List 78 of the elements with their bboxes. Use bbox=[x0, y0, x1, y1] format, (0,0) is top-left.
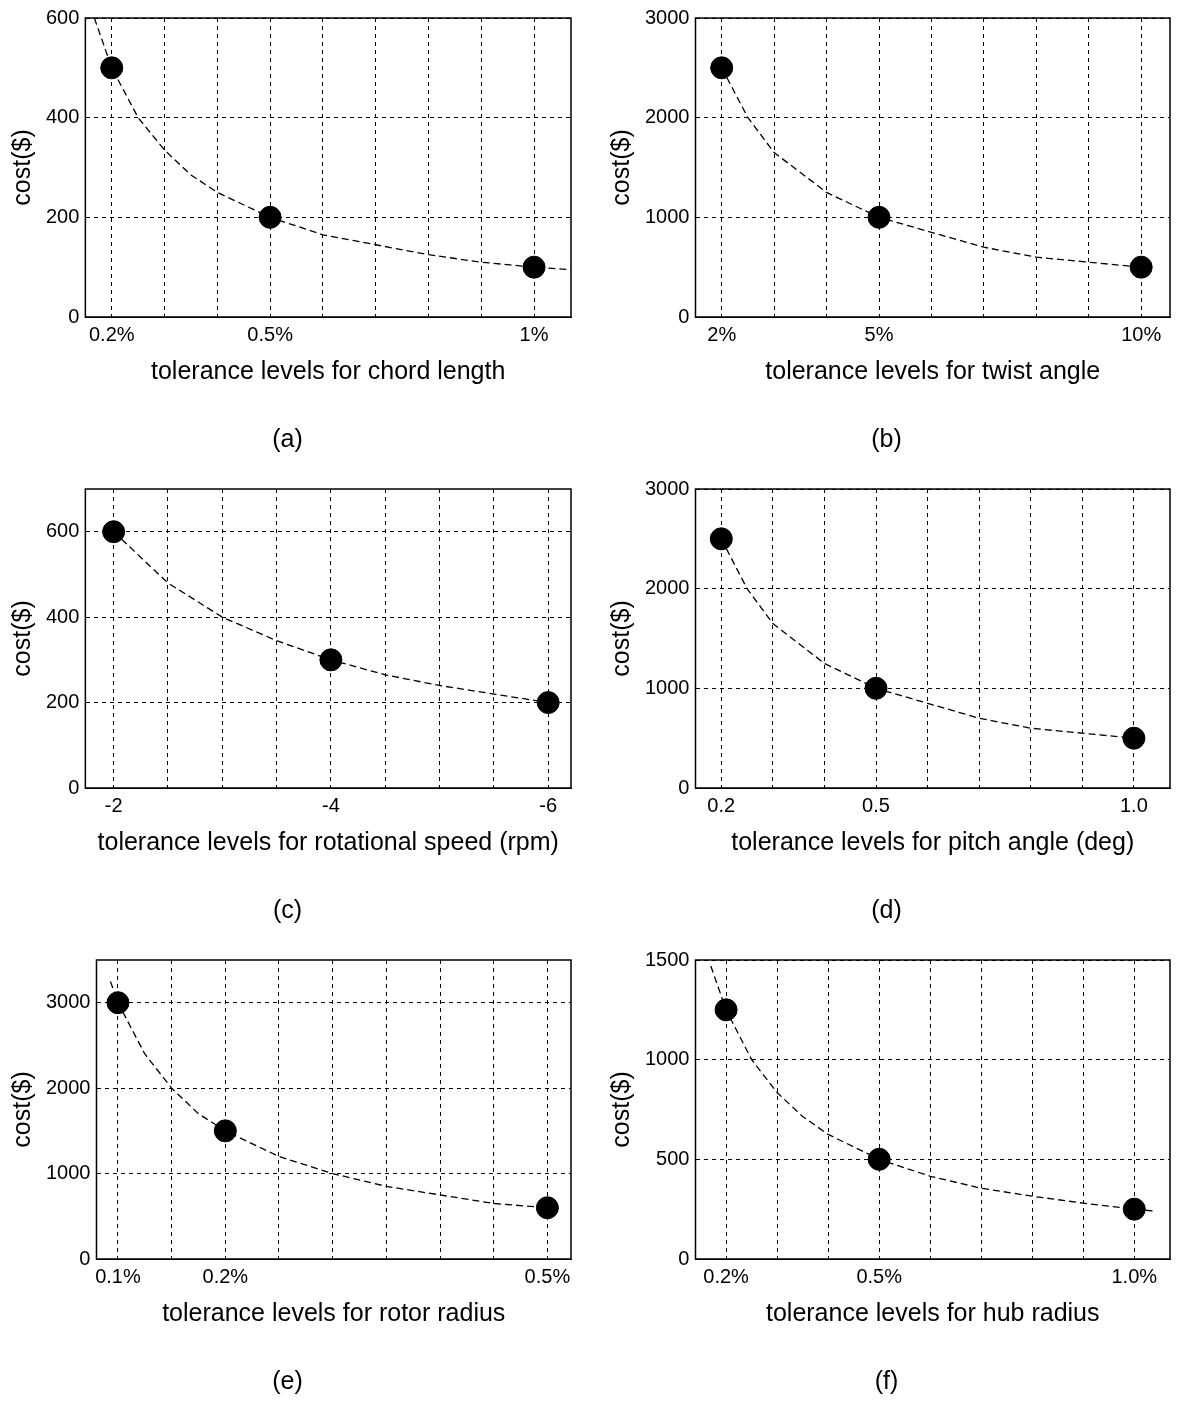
y-tick-label: 1000 bbox=[45, 1161, 91, 1184]
y-tick-label: 3000 bbox=[45, 990, 91, 1013]
point bbox=[213, 1119, 237, 1143]
x-tick-label: 0.1% bbox=[95, 1264, 141, 1287]
x-tick-label: 5% bbox=[864, 322, 894, 345]
x-tick-label: 0.5% bbox=[856, 1264, 903, 1287]
y-tick-label: 1000 bbox=[644, 675, 690, 698]
x-axis-title: tolerance levels for hub radius bbox=[765, 1297, 1100, 1326]
x-tick-label: 0.5% bbox=[247, 322, 294, 345]
point bbox=[867, 205, 891, 229]
text: (b) bbox=[871, 423, 902, 452]
x-axis-title: tolerance levels for twist angle bbox=[765, 355, 1101, 384]
text: (f) bbox=[874, 1365, 899, 1394]
point bbox=[536, 691, 560, 715]
x-tick-label: 0.2 bbox=[707, 793, 736, 816]
y-tick-label: 1000 bbox=[644, 1047, 690, 1070]
point bbox=[710, 56, 734, 80]
y-tick-label: 500 bbox=[656, 1146, 690, 1169]
y-tick-label: 2000 bbox=[644, 576, 690, 599]
x-tick-label: 10% bbox=[1121, 322, 1162, 345]
x-axis-title: tolerance levels for rotational speed (rpm) bbox=[97, 826, 559, 855]
x-axis-title: tolerance levels for rotor radius bbox=[162, 1297, 506, 1326]
y-tick-label: 0 bbox=[678, 775, 690, 798]
x-tick-label: -4 bbox=[322, 793, 340, 816]
y-tick-label: 2000 bbox=[45, 1075, 91, 1098]
y-axis-title: cost($) bbox=[605, 1071, 634, 1148]
x-tick-label: 1.0% bbox=[1111, 1264, 1158, 1287]
point bbox=[106, 991, 130, 1015]
point bbox=[867, 1147, 891, 1171]
text: (c) bbox=[272, 894, 303, 923]
y-tick-label: 600 bbox=[45, 5, 80, 28]
y-tick-label: 400 bbox=[45, 604, 80, 627]
x-tick-label: 0.2% bbox=[202, 1264, 249, 1287]
y-tick-label: 3000 bbox=[644, 476, 690, 499]
x-tick-label: -6 bbox=[539, 793, 558, 816]
y-tick-label: 1500 bbox=[644, 947, 690, 970]
text: (e) bbox=[272, 1365, 303, 1394]
y-tick-label: 3000 bbox=[644, 5, 690, 28]
y-tick-label: 400 bbox=[45, 105, 80, 128]
y-tick-label: 200 bbox=[45, 690, 80, 713]
y-tick-label: 0 bbox=[68, 304, 80, 327]
text: (d) bbox=[871, 894, 902, 923]
y-axis-title: cost($) bbox=[6, 1071, 35, 1148]
point bbox=[714, 998, 738, 1022]
y-tick-label: 0 bbox=[68, 775, 80, 798]
y-axis-title: cost($) bbox=[6, 600, 35, 677]
x-tick-label: -2 bbox=[104, 793, 123, 816]
y-tick-label: 0 bbox=[79, 1246, 91, 1269]
y-tick-label: 0 bbox=[678, 304, 690, 327]
point bbox=[319, 648, 343, 672]
point bbox=[522, 255, 546, 279]
x-tick-label: 1.0 bbox=[1119, 793, 1148, 816]
x-tick-label: 0.5% bbox=[524, 1264, 571, 1287]
text: (a) bbox=[272, 423, 303, 452]
y-tick-label: 200 bbox=[45, 204, 80, 227]
y-tick-label: 1000 bbox=[644, 204, 690, 227]
x-axis-title: tolerance levels for pitch angle (deg) bbox=[731, 826, 1135, 855]
point bbox=[864, 676, 888, 700]
x-tick-label: 2% bbox=[707, 322, 737, 345]
x-tick-label: 0.5 bbox=[862, 793, 890, 816]
point bbox=[102, 520, 126, 544]
x-axis-title: tolerance levels for chord length bbox=[151, 355, 506, 384]
y-axis-title: cost($) bbox=[605, 600, 634, 677]
point bbox=[1129, 255, 1153, 279]
point bbox=[258, 205, 282, 229]
point bbox=[1122, 726, 1146, 750]
point bbox=[1122, 1197, 1146, 1221]
y-tick-label: 0 bbox=[678, 1246, 690, 1269]
x-tick-label: 0.2% bbox=[703, 1264, 750, 1287]
x-tick-label: 1% bbox=[519, 322, 549, 345]
y-axis-title: cost($) bbox=[6, 129, 35, 206]
y-tick-label: 2000 bbox=[644, 105, 690, 128]
y-axis-title: cost($) bbox=[605, 129, 634, 206]
point bbox=[100, 56, 124, 80]
point bbox=[535, 1196, 559, 1220]
y-tick-label: 600 bbox=[45, 519, 80, 542]
point bbox=[709, 527, 733, 551]
x-tick-label: 0.2% bbox=[88, 322, 135, 345]
